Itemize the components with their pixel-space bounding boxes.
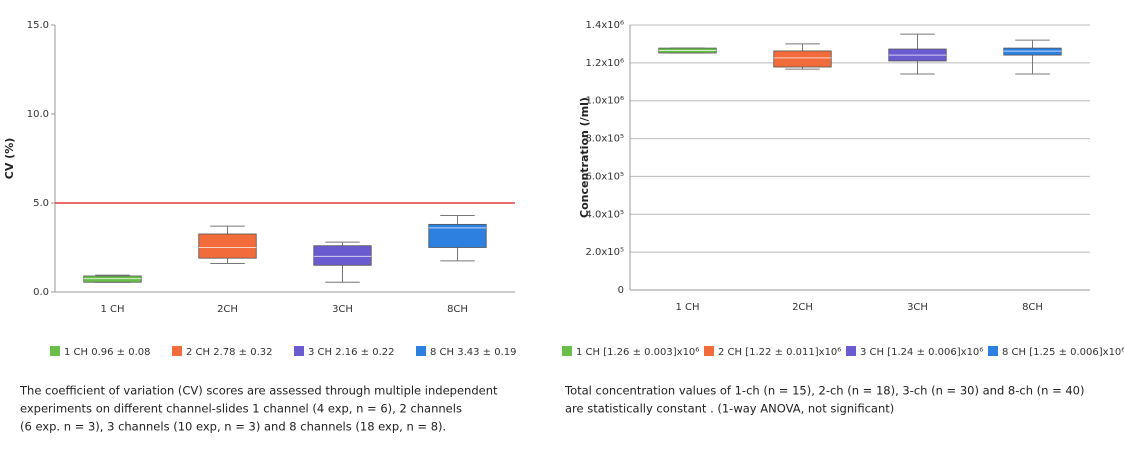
y-tick-label: 0.0 (33, 287, 49, 298)
caption: are statistically constant . (1-way ANOV… (565, 402, 894, 416)
y-tick-label: 10.0 (27, 109, 49, 120)
legend-label: 2 CH 2.78 ± 0.32 (186, 347, 273, 358)
x-tick-label: 8CH (1022, 302, 1043, 313)
legend-swatch (172, 346, 182, 356)
legend-swatch (50, 346, 60, 356)
legend-swatch (988, 346, 998, 356)
caption: Total concentration values of 1-ch (n = … (564, 384, 1084, 398)
legend-swatch (846, 346, 856, 356)
legend-label: 1 CH [1.26 ± 0.003]x10⁶ (576, 347, 699, 358)
box (313, 245, 372, 266)
y-tick-label: 1.4x10⁶ (585, 20, 624, 31)
y-tick-label: 1.2x10⁶ (585, 58, 624, 69)
box (773, 50, 832, 68)
y-tick-label: 6.0x10⁵ (585, 171, 624, 182)
y-tick-label: 2.0x10⁵ (585, 247, 624, 258)
x-tick-label: 2CH (792, 302, 813, 313)
legend-swatch (416, 346, 426, 356)
caption: The coefficient of variation (CV) scores… (19, 384, 498, 398)
legend-label: 8 CH [1.25 ± 0.006]x10⁶ (1002, 347, 1124, 358)
x-tick-label: 8CH (447, 304, 468, 315)
legend-label: 8 CH 3.43 ± 0.19 (430, 347, 517, 358)
legend-label: 1 CH 0.96 ± 0.08 (64, 347, 151, 358)
legend-label: 3 CH 2.16 ± 0.22 (308, 347, 395, 358)
box (428, 223, 487, 248)
y-tick-label: 1.0x10⁶ (585, 96, 624, 107)
legend-label: 3 CH [1.24 ± 0.006]x10⁶ (860, 347, 983, 358)
caption: (6 exp. n = 3), 3 channels (10 exp, n = … (20, 420, 446, 434)
y-tick-label: 5.0 (33, 198, 49, 209)
box (198, 233, 257, 259)
y-tick-label: 0 (618, 285, 624, 296)
y-tick-label: 15.0 (27, 20, 49, 31)
y-axis-label: CV (%) (3, 138, 16, 180)
x-tick-label: 3CH (332, 304, 353, 315)
caption: experiments on different channel-slides … (20, 402, 462, 416)
x-tick-label: 2CH (217, 304, 238, 315)
y-tick-label: 8.0x10⁵ (585, 134, 624, 145)
legend-swatch (294, 346, 304, 356)
x-tick-label: 1 CH (675, 302, 699, 313)
legend-swatch (704, 346, 714, 356)
legend-label: 2 CH [1.22 ± 0.011]x10⁶ (718, 347, 841, 358)
legend-swatch (562, 346, 572, 356)
x-tick-label: 1 CH (100, 304, 124, 315)
y-tick-label: 4.0x10⁵ (585, 209, 624, 220)
x-tick-label: 3CH (907, 302, 928, 313)
y-axis-label: Concentration (/ml) (578, 97, 591, 218)
